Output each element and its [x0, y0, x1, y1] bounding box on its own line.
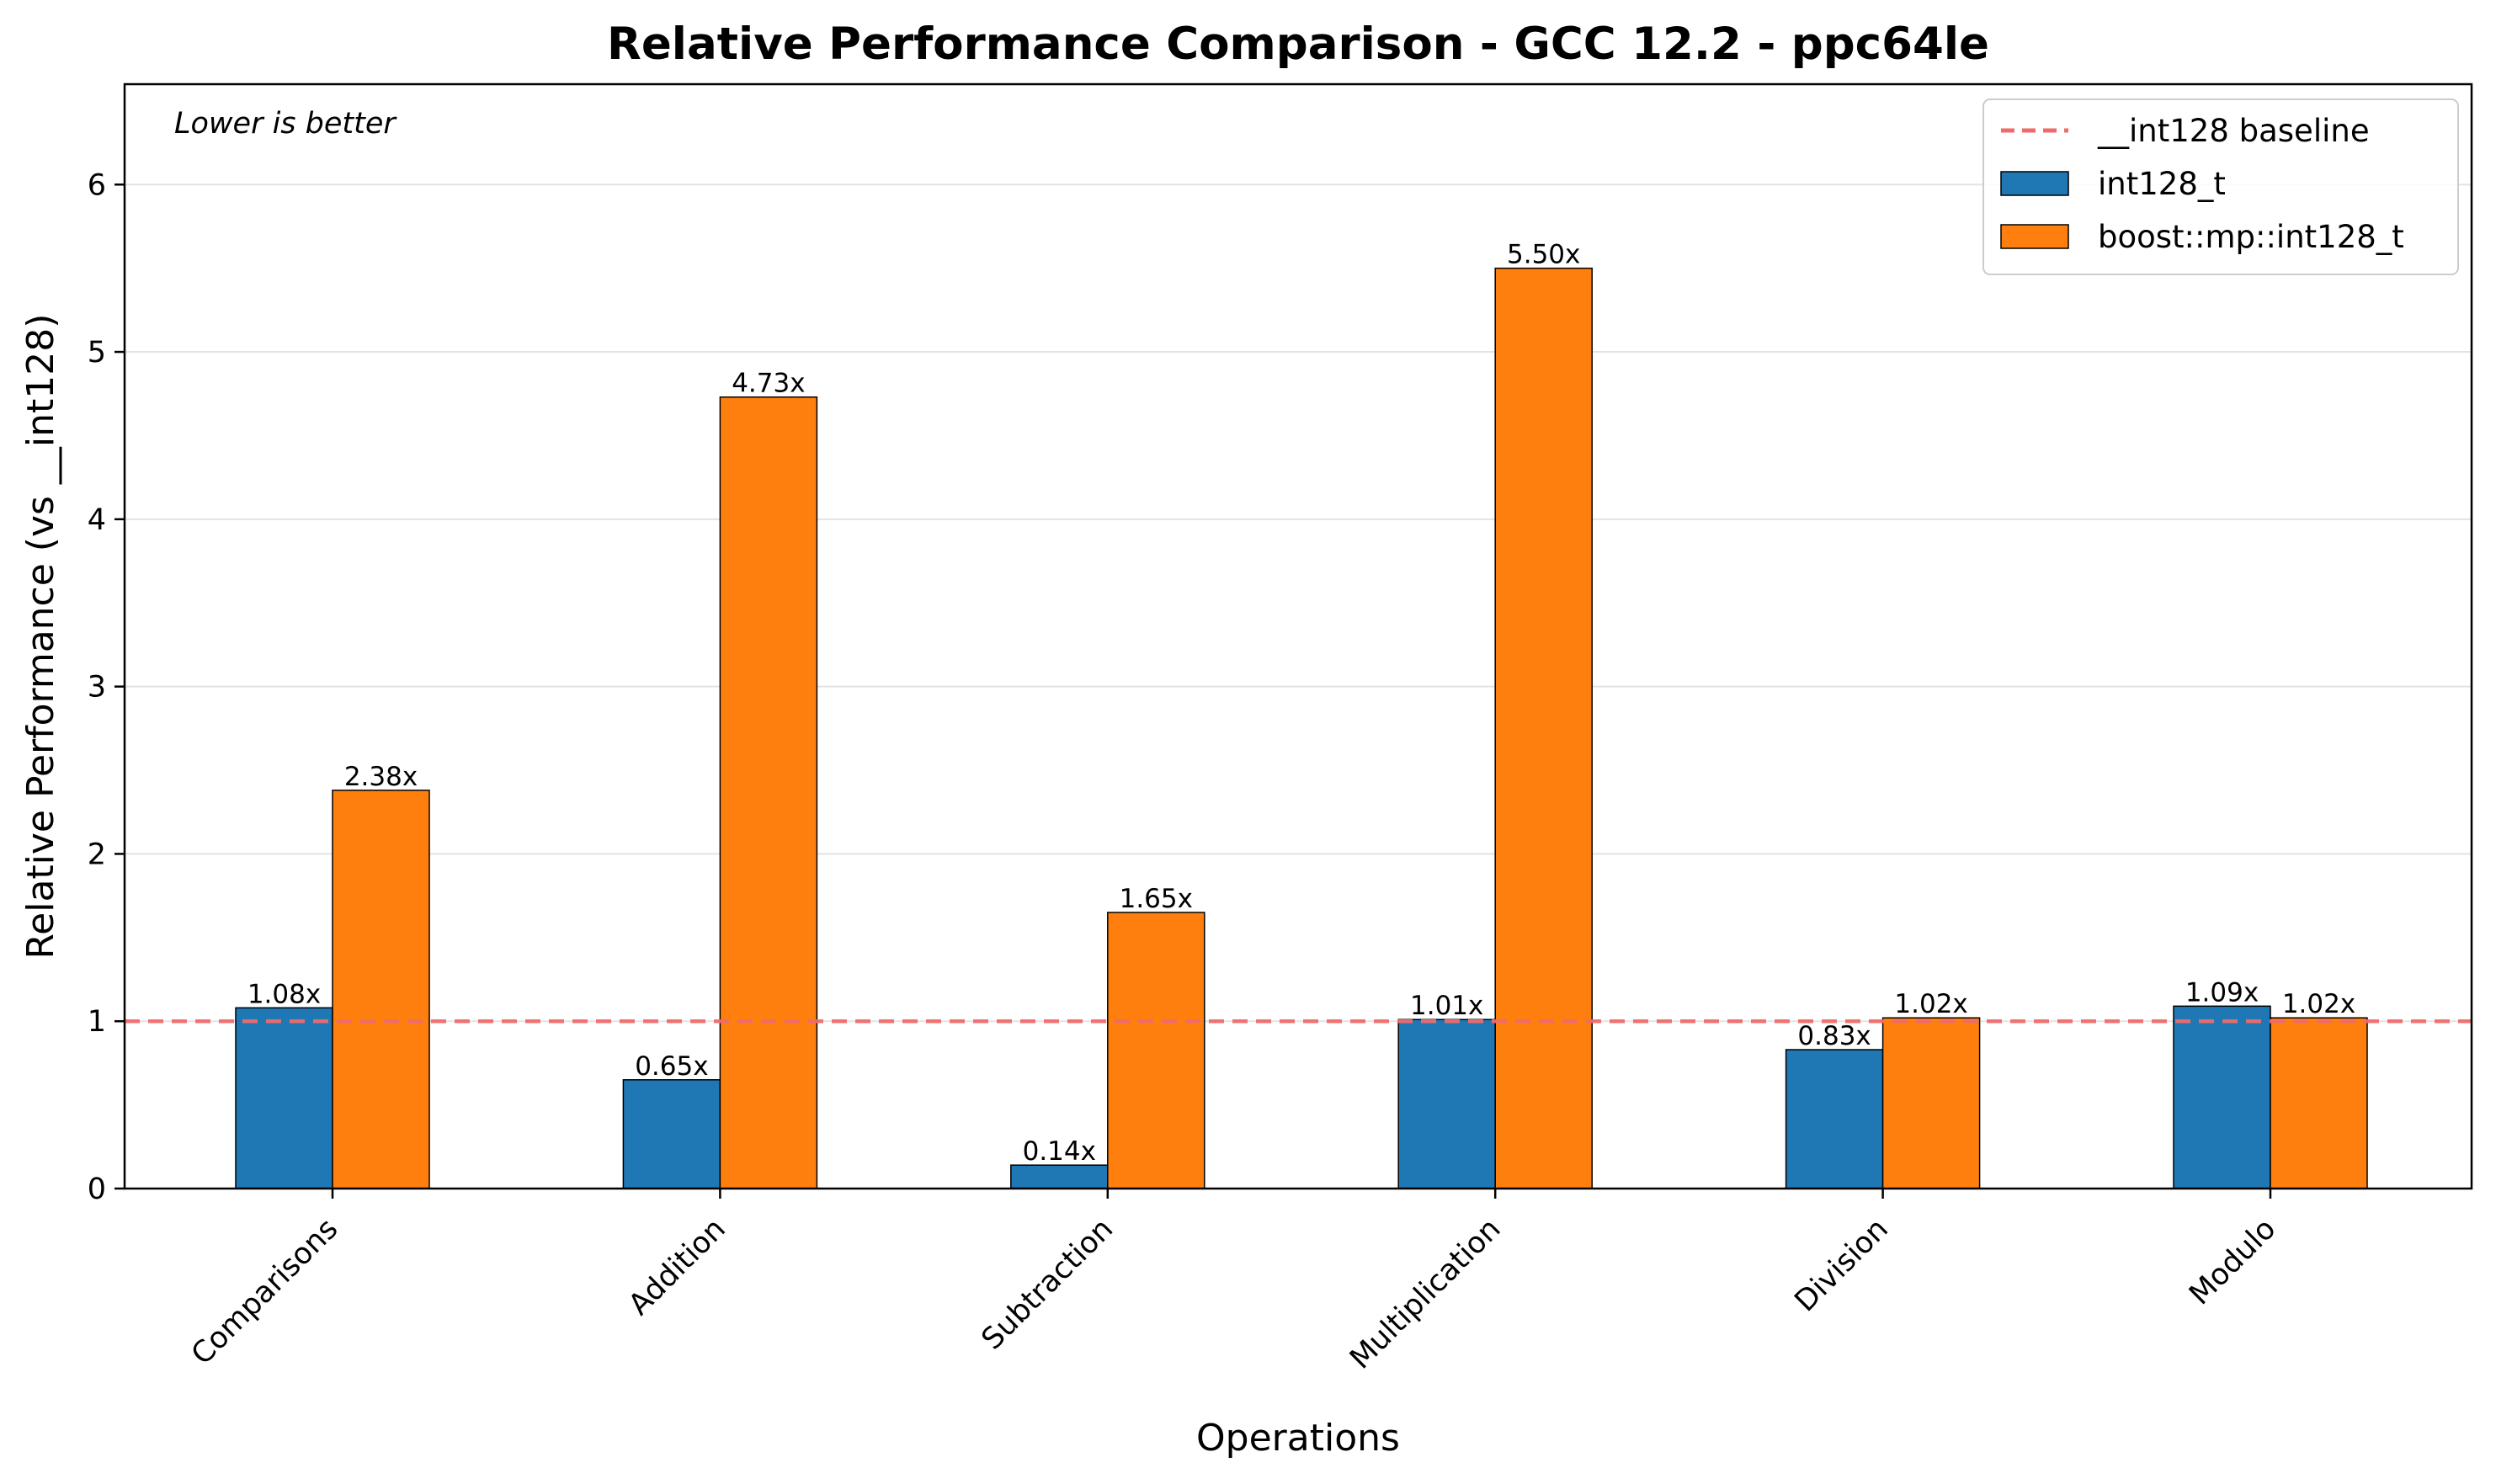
legend-int128-swatch	[2000, 171, 2069, 196]
bar-value-label: 0.14x	[1023, 1136, 1096, 1167]
y-axis-ticks: 0 1 2 3 4 5 6	[88, 168, 125, 1206]
grid-lines	[125, 184, 2472, 1189]
plot-frame	[123, 82, 2473, 1190]
bar-boost-subtraction	[1107, 912, 1205, 1189]
x-tick-label-comparisons: Comparisons	[185, 1212, 344, 1371]
bar-value-label: 1.02x	[2282, 989, 2355, 1019]
y-tick-label: 2	[88, 838, 106, 871]
data-labels: 1.08x 0.65x 0.14x 1.01x 0.83x 1.09x 2.38x 4.73x…	[247, 240, 2355, 1168]
bar-int128-multiplication	[1397, 1019, 1496, 1189]
bar-value-label: 5.50x	[1507, 240, 1580, 270]
bar-value-label: 1.08x	[247, 979, 321, 1009]
x-tick-label-addition: Addition	[622, 1212, 732, 1322]
bar-boost-multiplication	[1494, 267, 1593, 1189]
legend-boost-swatch	[2000, 224, 2069, 249]
y-axis-label: Relative Performance (vs __int128)	[19, 314, 62, 960]
bar-int128-addition	[622, 1079, 721, 1189]
legend: __int128 baseline int128_t boost::mp::in…	[1982, 98, 2459, 275]
lower-is-better-annotation: Lower is better	[174, 107, 397, 141]
chart-title: Relative Performance Comparison - GCC 12…	[607, 19, 1989, 70]
legend-int128-label: int128_t	[2098, 166, 2226, 202]
x-tick-label-subtraction: Subtraction	[976, 1212, 1120, 1356]
x-tick-label-multiplication: Multiplication	[1344, 1212, 1507, 1375]
bar-value-label: 4.73x	[732, 369, 805, 399]
bar-boost-division	[1881, 1017, 1981, 1189]
y-tick-label: 5	[88, 336, 106, 370]
y-tick-label: 4	[88, 503, 106, 537]
bar-int128-comparisons	[235, 1007, 333, 1189]
bar-boost-comparisons	[332, 790, 430, 1189]
legend-box	[1982, 98, 2459, 275]
y-tick-label: 1	[88, 1005, 106, 1039]
bar-int128-division	[1785, 1049, 1884, 1189]
bar-value-label: 0.83x	[1797, 1021, 1871, 1051]
bar-value-label: 1.02x	[1894, 989, 1967, 1019]
bar-value-label: 1.09x	[2185, 977, 2259, 1008]
bar-value-label: 1.65x	[1120, 884, 1193, 914]
legend-boost-label: boost::mp::int128_t	[2098, 219, 2404, 255]
y-tick-label: 3	[88, 671, 106, 705]
bar-boost-modulo	[2270, 1017, 2368, 1189]
bars	[235, 267, 2368, 1189]
legend-baseline-label: __int128 baseline	[2097, 113, 2370, 149]
bar-int128-modulo	[2173, 1005, 2271, 1189]
bar-value-label: 0.65x	[635, 1051, 708, 1082]
bar-boost-addition	[719, 396, 818, 1189]
x-axis-ticks: Comparisons Addition Subtraction Multiplica…	[185, 1189, 2282, 1376]
x-tick-label-division: Division	[1789, 1212, 1895, 1318]
x-axis-label: Operations	[1196, 1417, 1400, 1460]
bar-value-label: 2.38x	[344, 762, 418, 792]
bar-value-label: 1.01x	[1410, 991, 1483, 1021]
bar-int128-subtraction	[1010, 1164, 1109, 1189]
y-tick-label: 0	[88, 1173, 106, 1206]
x-tick-label-modulo: Modulo	[2183, 1212, 2282, 1311]
y-tick-label: 6	[88, 168, 106, 202]
